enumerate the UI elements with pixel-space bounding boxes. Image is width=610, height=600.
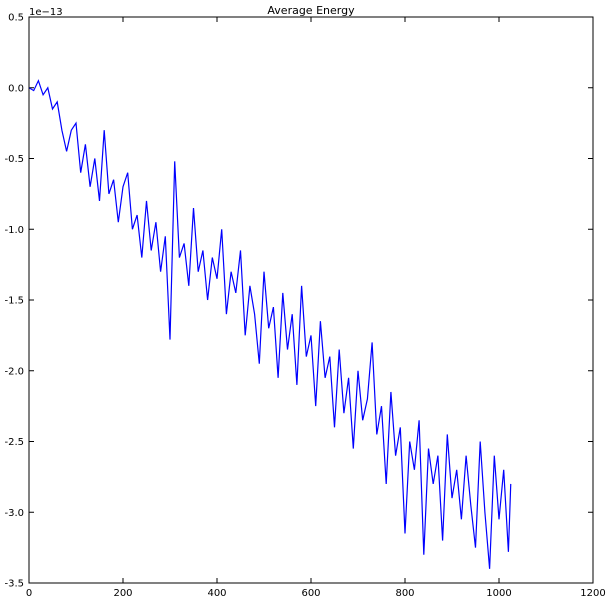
x-tick-label: 0 xyxy=(26,588,32,599)
y-offset-label: 1e−13 xyxy=(29,7,63,18)
x-tick-label: 800 xyxy=(395,588,414,599)
y-tick-label: -3.5 xyxy=(4,579,24,590)
y-tick-label: 0.0 xyxy=(8,83,24,94)
x-tick-label: 400 xyxy=(207,588,226,599)
plot-frame xyxy=(28,16,594,584)
y-tick-label: -1.5 xyxy=(4,296,24,307)
y-tick-label: -2.5 xyxy=(4,437,24,448)
data-line xyxy=(28,79,512,569)
y-tick-label: -0.5 xyxy=(4,154,24,165)
y-tick-label: 0.5 xyxy=(8,13,24,24)
x-tick-label: 600 xyxy=(301,588,320,599)
x-tick-label: 1200 xyxy=(580,588,605,599)
chart-title: Average Energy xyxy=(267,4,355,17)
x-tick-label: 1000 xyxy=(486,588,511,599)
y-tick-label: -1.0 xyxy=(4,225,24,236)
y-tick-label: -3.0 xyxy=(4,508,24,519)
x-tick-label: 200 xyxy=(113,588,132,599)
y-tick-label: -2.0 xyxy=(4,366,24,377)
